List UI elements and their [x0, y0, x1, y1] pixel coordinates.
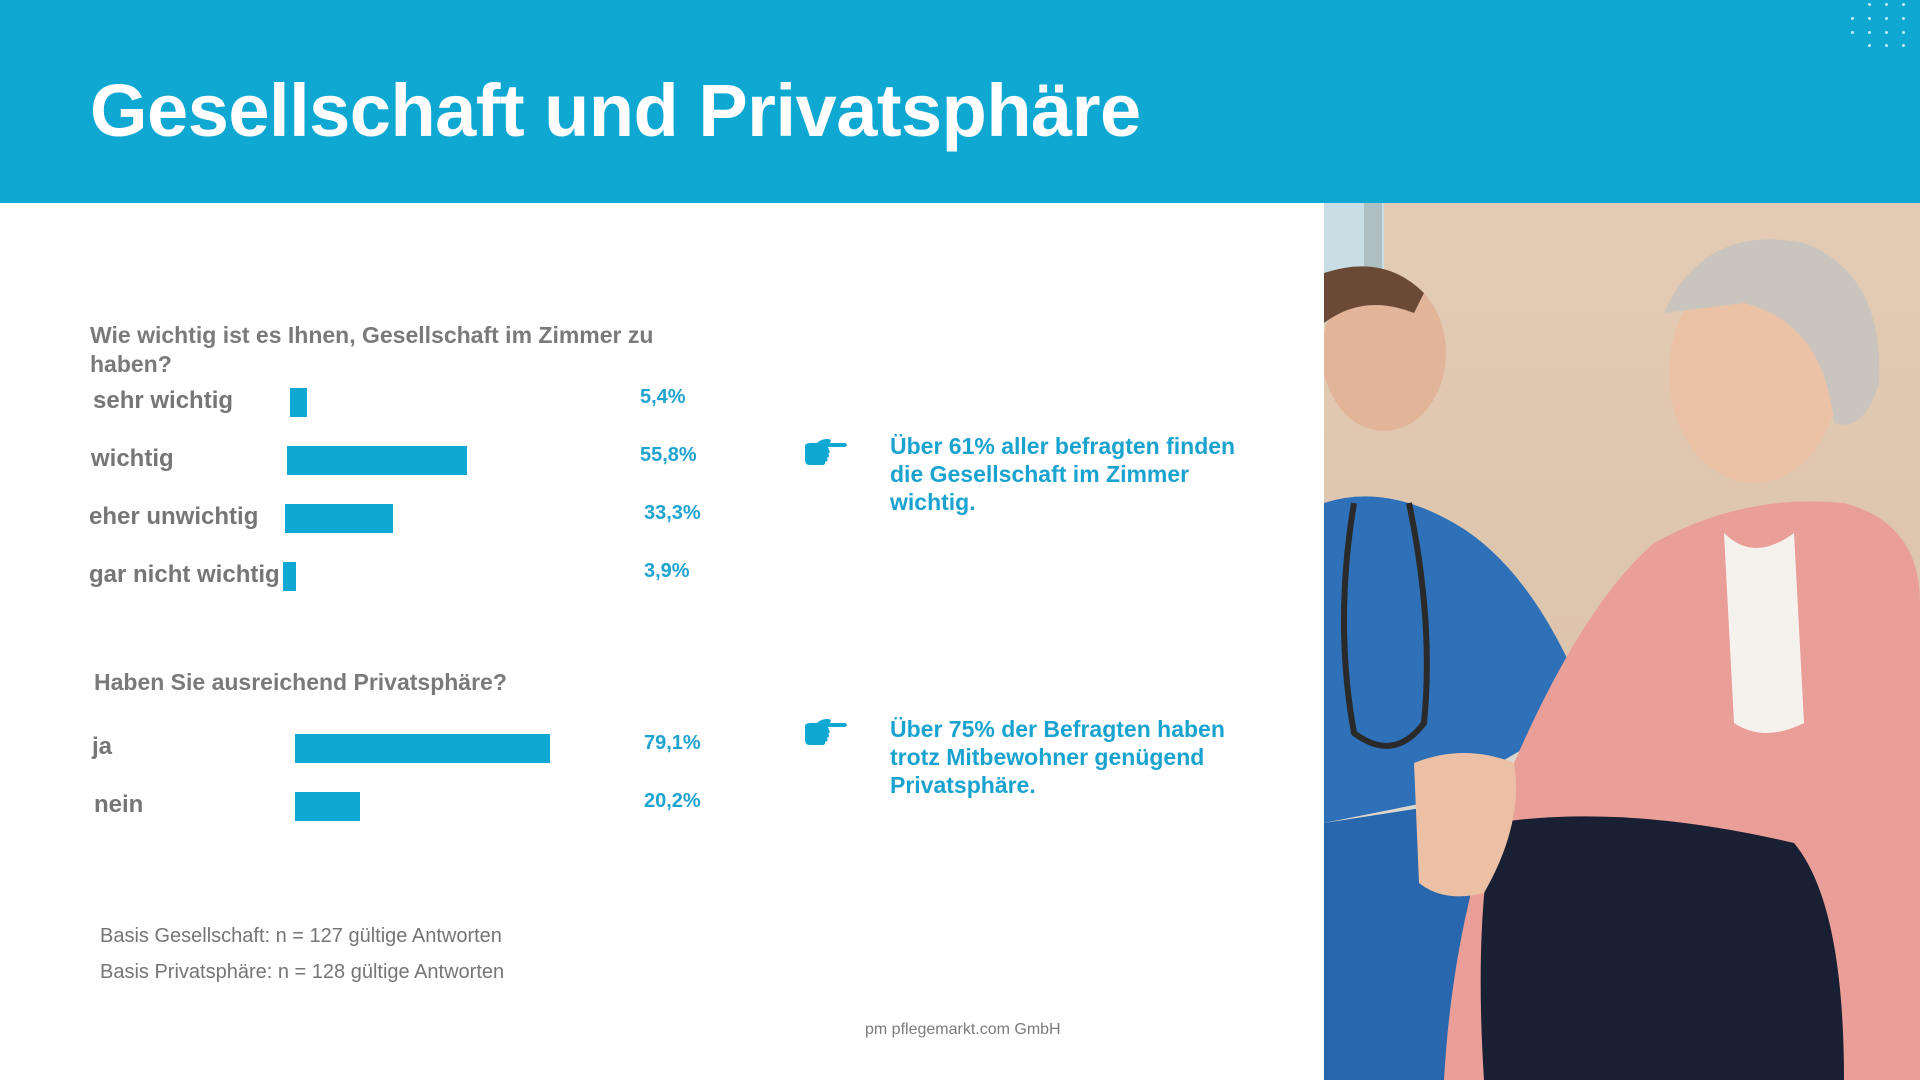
bar: [290, 388, 308, 417]
pointing-hand-icon: [805, 719, 847, 745]
value-label: 20,2%: [644, 790, 701, 812]
category-label: wichtig: [91, 445, 174, 472]
decorative-dots: [1850, 0, 1920, 50]
bar: [295, 792, 361, 821]
footer-company: pm pflegemarkt.com GmbH: [865, 1021, 1061, 1038]
value-label: 3,9%: [644, 560, 690, 582]
bar: [283, 562, 296, 591]
basis-privatsphaere: Basis Privatsphäre: n = 128 gültige Antw…: [100, 961, 505, 983]
page-title: Gesellschaft und Privatsphäre: [90, 69, 1141, 152]
insight-gesellschaft: Über 61% aller befragten finden die Gese…: [890, 433, 1236, 515]
bar: [295, 734, 551, 763]
category-label: sehr wichtig: [93, 387, 234, 414]
header-banner: Gesellschaft und Privatsphäre: [0, 0, 1920, 203]
bar: [285, 504, 393, 533]
pointing-hand-icon: [805, 439, 847, 465]
basis-gesellschaft: Basis Gesellschaft: n = 127 gültige Antw…: [100, 925, 502, 947]
insight-privatsphaere: Über 75% der Befragten haben trotz Mitbe…: [890, 716, 1225, 798]
value-label: 5,4%: [640, 386, 686, 408]
photo-illustration: [1324, 203, 1920, 1080]
category-label: gar nicht wichtig: [89, 561, 280, 588]
bar: [287, 446, 468, 475]
category-label: eher unwichtig: [89, 503, 259, 530]
value-label: 55,8%: [640, 444, 697, 466]
value-label: 79,1%: [644, 732, 701, 754]
chart1-title: Wie wichtig ist es Ihnen, Gesellschaft i…: [90, 322, 654, 377]
category-label: ja: [92, 733, 113, 760]
photo-nurse-and-senior: [1324, 203, 1920, 1080]
chart2-title: Haben Sie ausreichend Privatsphäre?: [94, 669, 507, 695]
value-label: 33,3%: [644, 502, 701, 524]
category-label: nein: [94, 791, 144, 818]
